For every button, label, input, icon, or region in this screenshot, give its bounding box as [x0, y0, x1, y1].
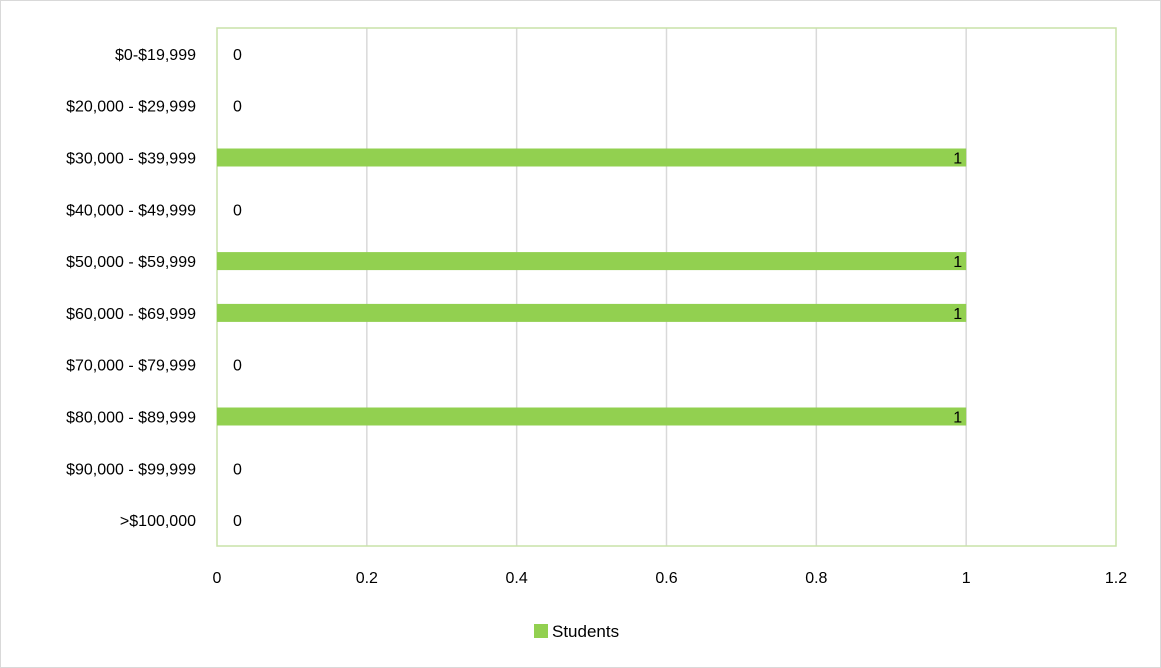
tick-label: 0 — [213, 570, 222, 587]
tick-label: 0.4 — [506, 570, 528, 587]
data-label: 1 — [953, 254, 962, 271]
bar[interactable] — [217, 303, 967, 322]
data-label: 0 — [233, 461, 242, 478]
bar[interactable] — [217, 148, 967, 167]
data-label: 1 — [953, 151, 962, 168]
category-label: $60,000 - $69,999 — [66, 306, 196, 323]
category-label: $40,000 - $49,999 — [66, 202, 196, 219]
data-labels: 0 0 1 0 1 1 0 1 0 0 — [233, 47, 962, 530]
tick-label: 1 — [962, 570, 971, 587]
category-label: >$100,000 — [120, 513, 196, 530]
category-axis-labels: $0-$19,999 $20,000 - $29,999 $30,000 - $39… — [66, 47, 196, 530]
data-label: 1 — [953, 410, 962, 427]
bars — [217, 148, 967, 426]
tick-label: 0.8 — [805, 570, 827, 587]
legend-swatch-students — [534, 624, 548, 638]
category-label: $50,000 - $59,999 — [66, 254, 196, 271]
category-label: $70,000 - $79,999 — [66, 358, 196, 375]
value-axis-tick-labels: 0 0.2 0.4 0.6 0.8 1 1.2 — [213, 570, 1128, 587]
data-label: 0 — [233, 358, 242, 375]
data-label: 0 — [233, 513, 242, 530]
category-label: $30,000 - $39,999 — [66, 151, 196, 168]
tick-label: 1.2 — [1105, 570, 1127, 587]
legend[interactable]: Students — [534, 622, 619, 641]
legend-label-students: Students — [552, 622, 619, 641]
gridlines — [366, 28, 967, 546]
category-label: $90,000 - $99,999 — [66, 461, 196, 478]
bar[interactable] — [217, 252, 967, 271]
data-label: 0 — [233, 47, 242, 64]
data-label: 0 — [233, 99, 242, 116]
category-label: $20,000 - $29,999 — [66, 99, 196, 116]
category-label: $0-$19,999 — [115, 47, 196, 64]
plot-area — [216, 27, 1117, 547]
bar[interactable] — [217, 407, 967, 426]
tick-label: 0.2 — [356, 570, 378, 587]
data-label: 1 — [953, 306, 962, 323]
category-label: $80,000 - $89,999 — [66, 410, 196, 427]
data-label: 0 — [233, 202, 242, 219]
tick-label: 0.6 — [655, 570, 677, 587]
